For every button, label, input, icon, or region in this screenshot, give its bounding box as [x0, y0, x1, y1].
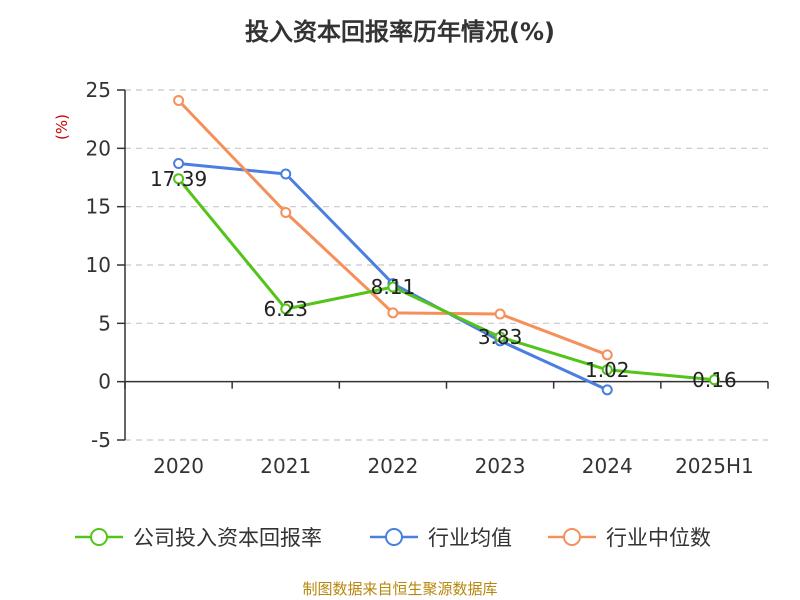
y-tick-label: -5 [91, 428, 111, 452]
axes: -5 0 5 10 15 20 25 2020 2021 2022 2023 2024 2025H1 [86, 78, 769, 478]
y-tick-label: 5 [98, 311, 111, 335]
legend-label: 行业中位数 [606, 526, 711, 550]
data-labels: 17.39 6.23 8.11 3.83 1.02 0.16 [150, 167, 737, 392]
series-point [601, 364, 613, 376]
y-tick-label: 10 [86, 253, 111, 277]
series-point [173, 95, 185, 106]
series-point [601, 384, 613, 396]
series-point [280, 168, 292, 180]
data-label: 8.11 [371, 275, 416, 299]
x-tick-label: 2021 [260, 454, 311, 478]
legend-label: 行业均值 [428, 526, 512, 550]
y-tick-label: 20 [86, 136, 111, 160]
legend-label: 公司投入资本回报率 [133, 526, 322, 550]
series-point [173, 158, 185, 169]
source-note: 制图数据来自恒生聚源数据库 [302, 580, 498, 598]
series-point [280, 303, 292, 315]
data-label: 17.39 [150, 167, 207, 191]
series-layer [173, 95, 720, 396]
x-tick-label: 2022 [367, 454, 418, 478]
y-tick-label: 15 [86, 195, 111, 219]
series-point [601, 349, 613, 361]
legend: 公司投入资本回报率 行业均值 行业中位数 [75, 526, 711, 550]
series-point [387, 307, 399, 319]
y-tick-label: 25 [86, 78, 111, 102]
legend-marker [90, 528, 108, 546]
y-tick-label: 0 [98, 370, 111, 394]
series-point [494, 331, 506, 343]
data-label: 1.02 [585, 358, 630, 382]
series-point [708, 374, 720, 386]
legend-marker [385, 528, 403, 546]
x-tick-label: 2020 [153, 454, 204, 478]
chart-title: 投入资本回报率历年情况(%) [245, 18, 555, 46]
x-tick-label: 2025H1 [675, 454, 754, 478]
legend-marker [563, 528, 581, 546]
series-point [494, 308, 506, 320]
series-point [387, 281, 399, 293]
series-point [173, 173, 185, 185]
x-tick-label: 2023 [475, 454, 526, 478]
data-label: 3.83 [478, 325, 523, 349]
x-tick-label: 2024 [582, 454, 633, 478]
data-label: 0.16 [692, 368, 737, 392]
grid-lines [125, 89, 768, 441]
data-label: 6.23 [263, 297, 308, 321]
y-axis-unit: (%) [53, 114, 71, 140]
series-line-0 [177, 177, 715, 382]
series-point [280, 207, 292, 218]
